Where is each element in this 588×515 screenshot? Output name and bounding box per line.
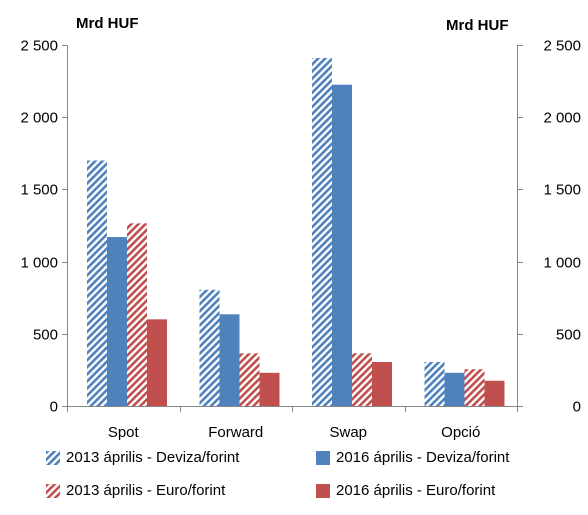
right-y-tick-label: 500 xyxy=(556,327,581,344)
bar-series-1-opció xyxy=(424,361,445,406)
right-y-tick-label: 1 000 xyxy=(543,255,581,272)
bar-series-2-spot xyxy=(107,237,127,406)
legend-item-4: 2016 április - Euro/forint xyxy=(316,482,495,499)
legend-label: 2016 április - Deviza/forint xyxy=(336,449,510,466)
bar-series-3-swap xyxy=(352,353,372,406)
bar-series-4-swap xyxy=(372,361,392,406)
bar-series-3-opció xyxy=(464,369,485,406)
bars-group xyxy=(87,57,505,407)
right-y-tick-label: 2 500 xyxy=(543,38,581,55)
legend-item-2: 2016 április - Deviza/forint xyxy=(316,449,509,466)
left-y-tick-label: 1 500 xyxy=(20,182,58,199)
legend-label: 2016 április - Euro/forint xyxy=(336,482,496,499)
bar-series-1-forward xyxy=(199,289,220,406)
bar-series-2-swap xyxy=(332,84,352,407)
bar-series-1-swap xyxy=(312,57,332,406)
axis-labels-group: 0 0 500 500 1 000 1 000 1 500 1 500 2 000 2 000 2 … xyxy=(20,38,581,442)
x-category-label: Swap xyxy=(329,424,367,441)
right-y-tick-label: 0 xyxy=(573,399,581,416)
legend-label: 2013 április - Deviza/forint xyxy=(66,449,240,466)
right-axis-unit-label: Mrd HUF xyxy=(446,17,509,34)
right-y-tick-label: 2 000 xyxy=(543,110,581,127)
left-y-tick-label: 1 000 xyxy=(20,255,58,272)
legend-swatch-icon xyxy=(46,450,60,465)
bar-series-3-forward xyxy=(239,353,260,406)
left-y-tick-label: 500 xyxy=(33,327,58,344)
bar-series-4-forward xyxy=(259,372,280,406)
legend-item-3: 2013 április - Euro/forint xyxy=(46,482,225,499)
x-category-label: Forward xyxy=(208,424,263,441)
bar-series-4-spot xyxy=(147,319,167,406)
legend-item-1: 2013 április - Deviza/forint xyxy=(46,449,239,466)
left-y-tick-label: 0 xyxy=(50,399,58,416)
bar-series-2-opció xyxy=(444,372,465,406)
axes-group xyxy=(62,45,523,412)
left-y-tick-label: 2 500 xyxy=(20,38,58,55)
legend-swatch-icon xyxy=(46,483,60,498)
x-category-label: Spot xyxy=(108,424,140,441)
bar-series-3-spot xyxy=(127,223,147,406)
legend-label: 2013 április - Euro/forint xyxy=(66,482,226,499)
legend-swatch-icon xyxy=(316,483,330,498)
bar-series-1-spot xyxy=(87,160,107,406)
legend-swatch-icon xyxy=(316,450,330,465)
left-axis-unit-label: Mrd HUF xyxy=(76,15,139,32)
left-y-tick-label: 2 000 xyxy=(20,110,58,127)
x-category-label: Opció xyxy=(441,424,480,441)
bar-series-2-forward xyxy=(219,314,240,406)
right-y-tick-label: 1 500 xyxy=(543,182,581,199)
bar-series-4-opció xyxy=(484,380,505,406)
